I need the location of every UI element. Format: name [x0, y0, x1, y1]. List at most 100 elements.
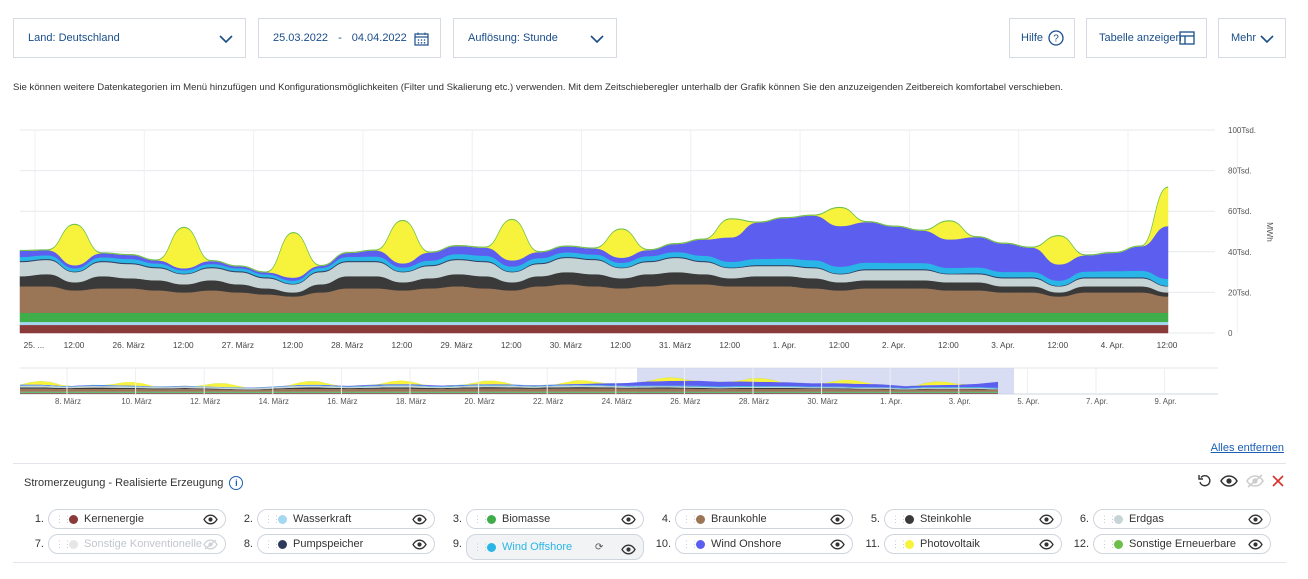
- legend-series-toggle[interactable]: ⋮⋮ Biomasse: [466, 509, 644, 529]
- remove-all-link[interactable]: Alles entfernen: [1210, 442, 1284, 454]
- hide-all-eye-icon[interactable]: [1246, 474, 1264, 488]
- date-range-picker[interactable]: 25.03.2022 - 04.04.2022: [258, 18, 441, 58]
- date-to: 04.04.2022: [351, 32, 407, 44]
- y-axis-title: MWh: [1265, 222, 1275, 242]
- legend-series-toggle[interactable]: ⋮⋮ Kernenergie: [48, 509, 226, 529]
- drag-handle-icon[interactable]: ⋮⋮: [473, 513, 490, 524]
- y-tick-label: 100Tsd.: [1228, 126, 1256, 135]
- y-tick-label: 40Tsd.: [1228, 248, 1252, 257]
- x-tick-label: 12:00: [173, 340, 194, 350]
- drag-handle-icon[interactable]: ⋮⋮: [264, 513, 281, 524]
- navigator-area-kernenergie: [20, 393, 998, 394]
- x-tick-label: 12:00: [282, 340, 303, 350]
- visibility-eye-icon[interactable]: [1248, 539, 1263, 550]
- table-icon: [1179, 31, 1195, 45]
- visibility-eye-icon[interactable]: [621, 544, 636, 555]
- show-all-eye-icon[interactable]: [1220, 475, 1238, 487]
- legend-series-toggle[interactable]: ⋮⋮ Erdgas: [1093, 509, 1271, 529]
- legend-number: 7.: [34, 538, 44, 550]
- legend-number: 9.: [452, 538, 462, 550]
- legend-number: 5.: [870, 513, 880, 525]
- drag-handle-icon[interactable]: ⋮⋮: [264, 538, 281, 549]
- series-color-dot: [69, 514, 78, 524]
- x-tick-label: 12:00: [719, 340, 740, 350]
- legend-series-toggle[interactable]: ⋮⋮ Pumpspeicher: [257, 534, 435, 554]
- section-title: Stromerzeugung - Realisierte Erzeugung: [24, 477, 224, 489]
- more-menu-button[interactable]: Mehr: [1218, 18, 1286, 58]
- close-icon[interactable]: [1272, 475, 1284, 487]
- help-button[interactable]: Hilfe ?: [1009, 18, 1075, 58]
- show-table-button[interactable]: Tabelle anzeigen: [1086, 18, 1207, 58]
- main-stacked-area-chart[interactable]: 0 20Tsd. 40Tsd. 60Tsd. 80Tsd. 100Tsd. MWh 25. .…: [0, 120, 1308, 355]
- series-color-dot: [487, 542, 496, 552]
- divider: [13, 463, 1286, 464]
- navigator-tick-label: 3. Apr.: [949, 397, 971, 406]
- navigator-tick-label: 16. März: [327, 397, 357, 406]
- help-label: Hilfe: [1021, 32, 1044, 44]
- legend-item: 2. ⋮⋮ Wasserkraft: [231, 509, 435, 529]
- drag-handle-icon[interactable]: ⋮⋮: [891, 513, 908, 524]
- drag-handle-icon[interactable]: ⋮⋮: [1100, 513, 1117, 524]
- visibility-eye-icon[interactable]: [203, 539, 218, 550]
- drag-handle-icon[interactable]: ⋮⋮: [55, 538, 72, 549]
- visibility-eye-icon[interactable]: [830, 514, 845, 525]
- area-series-wasserkraft[interactable]: [19, 321, 1169, 326]
- series-color-dot: [278, 514, 287, 524]
- x-tick-label: 26. März: [113, 340, 145, 350]
- legend-item: 9. ⋮⋮ Wind Offshore ⟳: [440, 534, 644, 560]
- legend-series-name: Steinkohle: [920, 513, 972, 525]
- legend-series-toggle[interactable]: ⋮⋮ Steinkohle: [884, 509, 1062, 529]
- x-tick-label: 2. Apr.: [882, 340, 906, 350]
- navigator-tick-label: 28. März: [739, 397, 769, 406]
- divider: [13, 562, 1286, 563]
- drag-handle-icon[interactable]: ⋮⋮: [1100, 538, 1117, 549]
- time-range-navigator[interactable]: 8. März 10. März 12. März 14. März 16. März 1…: [0, 364, 1308, 414]
- visibility-eye-icon[interactable]: [830, 539, 845, 550]
- legend-number: 10.: [655, 538, 671, 550]
- legend-series-name: Wind Onshore: [711, 538, 782, 550]
- area-series-biomasse[interactable]: [19, 312, 1169, 323]
- drag-handle-icon[interactable]: ⋮⋮: [682, 538, 699, 549]
- section-actions: [1198, 474, 1284, 488]
- visibility-eye-icon[interactable]: [412, 514, 427, 525]
- legend-series-toggle[interactable]: ⋮⋮ Wasserkraft: [257, 509, 435, 529]
- legend-series-toggle[interactable]: ⋮⋮ Wind Offshore ⟳: [466, 534, 644, 560]
- resolution-select-label: Auflösung: Stunde: [468, 32, 558, 44]
- area-series-sonstige-erneuerbare[interactable]: [19, 186, 1169, 273]
- info-icon[interactable]: i: [229, 476, 244, 490]
- x-tick-label: 12:00: [610, 340, 631, 350]
- visibility-eye-icon[interactable]: [412, 539, 427, 550]
- resolution-select[interactable]: Auflösung: Stunde: [453, 18, 617, 58]
- area-series-kernenergie[interactable]: [19, 324, 1169, 334]
- legend-series-name: Sonstige Erneuerbare: [1129, 538, 1237, 550]
- x-tick-label: 27. März: [222, 340, 254, 350]
- visibility-eye-icon[interactable]: [1039, 514, 1054, 525]
- visibility-eye-icon[interactable]: [1248, 514, 1263, 525]
- legend-series-toggle[interactable]: ⋮⋮ Sonstige Erneuerbare: [1093, 534, 1271, 554]
- x-tick-label: 4. Apr.: [1101, 340, 1125, 350]
- legend-series-name: Pumpspeicher: [293, 538, 364, 550]
- legend-series-toggle[interactable]: ⋮⋮ Sonstige Konventionelle: [48, 534, 226, 554]
- drag-handle-icon[interactable]: ⋮⋮: [891, 538, 908, 549]
- navigator-area-biomasse: [20, 391, 998, 393]
- drag-handle-icon[interactable]: ⋮⋮: [55, 513, 72, 524]
- y-tick-label: 0: [1228, 329, 1233, 338]
- legend-series-toggle[interactable]: ⋮⋮ Braunkohle: [675, 509, 853, 529]
- legend-number: 3.: [452, 513, 462, 525]
- y-tick-label: 20Tsd.: [1228, 288, 1252, 297]
- legend-series-name: Biomasse: [502, 513, 551, 525]
- country-select[interactable]: Land: Deutschland: [13, 18, 246, 58]
- legend-series-toggle[interactable]: ⋮⋮ Wind Onshore: [675, 534, 853, 554]
- visibility-eye-icon[interactable]: [621, 514, 636, 525]
- visibility-eye-icon[interactable]: [203, 514, 218, 525]
- legend-series-toggle[interactable]: ⋮⋮ Photovoltaik: [884, 534, 1062, 554]
- drag-handle-icon[interactable]: ⋮⋮: [473, 541, 490, 552]
- legend-number: 11.: [865, 538, 880, 550]
- series-color-dot: [278, 539, 287, 549]
- navigator-tick-label: 7. Apr.: [1086, 397, 1108, 406]
- drag-handle-icon[interactable]: ⋮⋮: [682, 513, 699, 524]
- legend-series-name: Wasserkraft: [293, 513, 352, 525]
- reset-icon[interactable]: [1198, 474, 1212, 488]
- visibility-eye-icon[interactable]: [1039, 539, 1054, 550]
- series-color-dot: [487, 514, 496, 524]
